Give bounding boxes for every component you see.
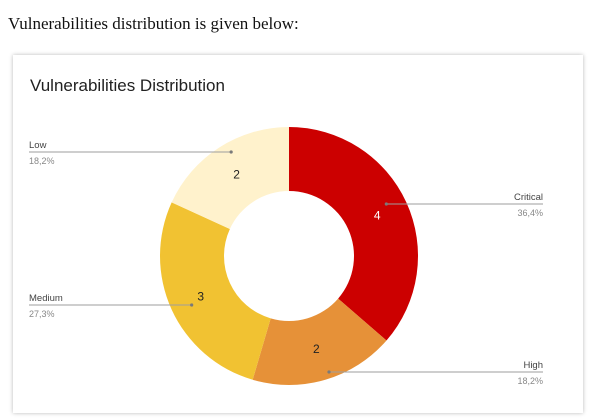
slice-value-high: 2 xyxy=(313,342,320,356)
donut-chart: Vulnerabilities Distribution 4 Critical 36… xyxy=(29,76,543,386)
document-intro-text: Vulnerabilities distribution is given be… xyxy=(8,14,299,33)
slice-critical[interactable] xyxy=(289,127,418,341)
legend-percent-critical: 36,4% xyxy=(517,208,543,218)
legend-name-high: High xyxy=(523,360,543,371)
leader-dot-critical xyxy=(384,202,388,206)
chart-card: Vulnerabilities Distribution 4 Critical 36… xyxy=(13,55,583,413)
slice-labels: 4 Critical 36,4% 2 High 18,2% 3 Medium 27,3% 2 Low… xyxy=(29,140,543,386)
legend-percent-low: 18,2% xyxy=(29,156,55,166)
legend-percent-medium: 27,3% xyxy=(29,309,55,319)
donut-slices xyxy=(160,127,418,385)
slice-value-low: 2 xyxy=(233,167,240,181)
leader-dot-high xyxy=(327,370,331,374)
legend-name-medium: Medium xyxy=(29,293,63,304)
legend-percent-high: 18,2% xyxy=(517,376,543,386)
slice-value-critical: 4 xyxy=(374,209,381,223)
slice-high[interactable] xyxy=(252,298,387,385)
chart-title: Vulnerabilities Distribution xyxy=(30,76,225,95)
leader-dot-medium xyxy=(190,303,194,307)
slice-value-medium: 3 xyxy=(197,289,204,303)
legend-name-critical: Critical xyxy=(514,192,543,203)
leader-lines xyxy=(29,150,543,374)
slice-medium[interactable] xyxy=(160,202,271,380)
leader-dot-low xyxy=(229,150,233,154)
legend-name-low: Low xyxy=(29,140,47,151)
slice-low[interactable] xyxy=(171,127,289,229)
